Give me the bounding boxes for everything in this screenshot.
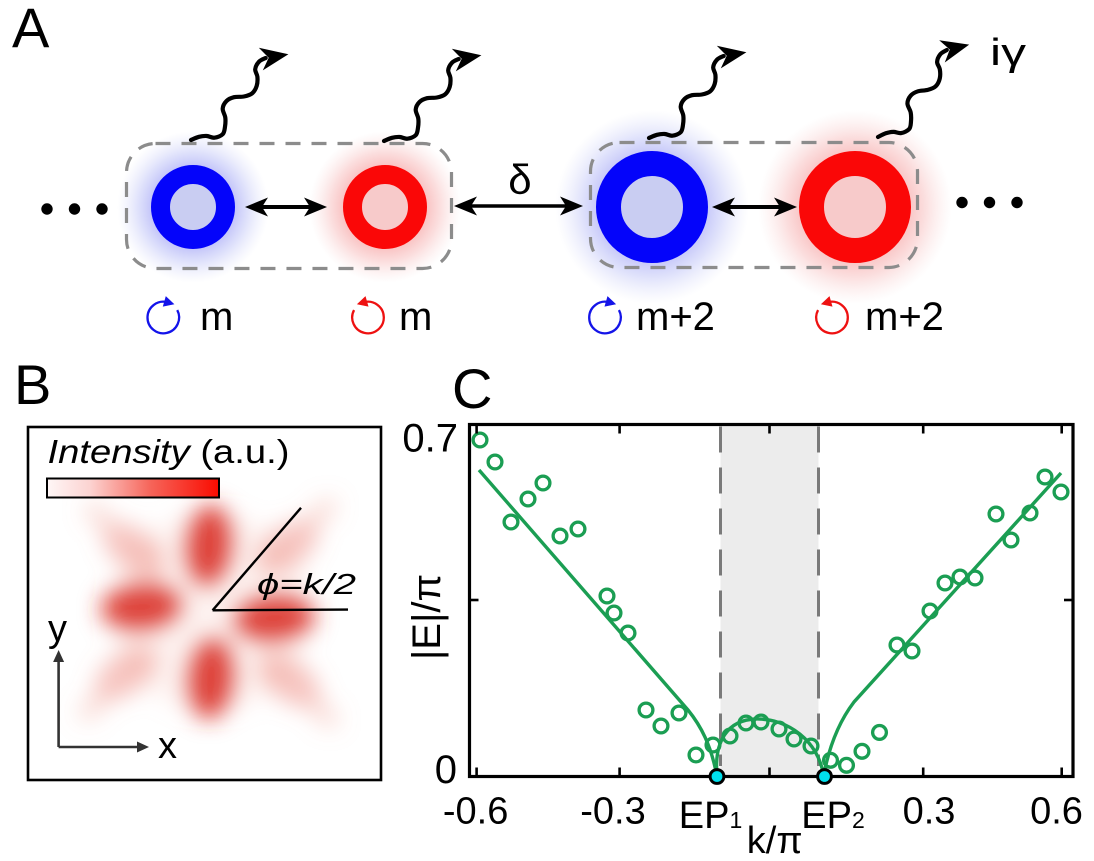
svg-text:k/π: k/π [747,820,803,861]
svg-text:0.7: 0.7 [402,416,458,460]
svg-text:y: y [48,608,67,650]
svg-text:-0.6: -0.6 [443,791,508,833]
svg-text:m+2: m+2 [865,295,944,339]
svg-text:0.3: 0.3 [903,791,956,833]
svg-text:m+2: m+2 [636,295,715,339]
svg-text:C: C [452,357,492,420]
svg-text:0: 0 [435,748,457,792]
svg-text:A: A [12,0,50,59]
svg-text:|E|/π: |E|/π [405,574,449,660]
svg-text:δ: δ [508,156,531,203]
svg-text:B: B [14,353,51,416]
svg-text:m: m [399,295,432,339]
svg-text:m: m [200,295,233,339]
svg-text:ϕ=k/2: ϕ=k/2 [257,569,356,601]
svg-text:0.6: 0.6 [1030,791,1083,833]
svg-text:-0.3: -0.3 [580,791,645,833]
svg-text:Intensity (a.u.): Intensity (a.u.) [48,433,290,470]
svg-text:x: x [158,725,177,767]
svg-text:iγ: iγ [990,32,1026,74]
